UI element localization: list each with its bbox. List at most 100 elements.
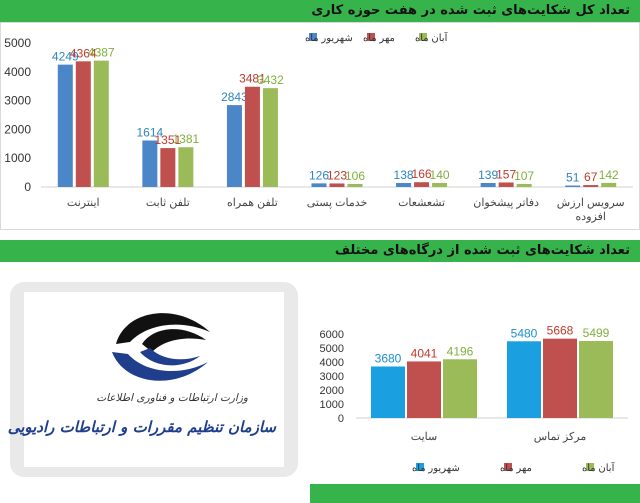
data-label: 123	[327, 168, 347, 182]
bar	[262, 88, 278, 187]
bar	[516, 183, 532, 187]
bar	[565, 185, 581, 187]
y-tick-label: 4000	[4, 65, 31, 79]
bar	[75, 61, 91, 187]
y-tick-label: 2000	[320, 385, 344, 397]
data-label: 1614	[137, 126, 164, 140]
bar	[244, 86, 260, 187]
data-label: 157	[496, 167, 516, 181]
x-tick-label: تشعشعات	[398, 197, 445, 209]
data-label: 51	[566, 171, 580, 185]
data-label: 5668	[547, 324, 574, 338]
x-tick-label: خدمات پستی	[307, 197, 368, 209]
x-tick-label: سایت	[411, 431, 437, 443]
legend-label: مهر ماه	[363, 33, 395, 44]
y-tick-label: 0	[24, 180, 31, 194]
y-tick-label: 3000	[320, 371, 344, 383]
complaints-by-channel-chart: 0 1000 2000 3000 4000 5000 6000 3680 4041 4196 سای…	[320, 324, 628, 474]
bar	[347, 183, 363, 187]
bar	[414, 182, 430, 187]
bar	[93, 60, 109, 187]
data-label: 4364	[70, 46, 97, 60]
chart2-title-banner: تعداد شکایت‌های ثبت شده از درگاه‌های مخت…	[0, 240, 640, 262]
data-label: 2843	[221, 90, 248, 104]
bar	[142, 140, 158, 187]
organization-name: سازمان تنظیم مقررات و ارتباطات رادیویی	[7, 418, 276, 436]
bar	[443, 359, 477, 418]
legend-swatch	[586, 463, 594, 471]
y-tick-label: 4000	[320, 357, 344, 369]
chart1-title-banner: تعداد کل شکایت‌های ثبت شده در هفت حوزه ک…	[0, 0, 640, 22]
bar	[160, 148, 176, 187]
data-label: 3481	[239, 72, 266, 86]
y-tick-label: 5000	[4, 36, 31, 50]
y-tick-label: 5000	[320, 343, 344, 355]
y-tick-label: 2000	[4, 122, 31, 136]
logo-panel: وزارت ارتباطات و فناوری اطلاعات سازمان ت…	[8, 282, 298, 477]
bar	[226, 105, 242, 187]
legend-label: مهر ماه	[500, 463, 532, 474]
legend-label: آبان ماه	[582, 461, 616, 474]
data-label: 1351	[155, 133, 182, 147]
bar	[432, 182, 448, 187]
bar	[311, 183, 327, 187]
y-tick-label: 3000	[4, 94, 31, 108]
data-label: 126	[309, 168, 329, 182]
x-tick-label: افزوده	[576, 211, 606, 223]
bar	[178, 147, 194, 187]
bar	[480, 182, 496, 187]
cra-logo-emblem-icon	[112, 313, 210, 381]
legend-label: شهریور ماه	[412, 463, 460, 474]
data-label: 3680	[375, 351, 402, 365]
x-tick-label: دفاتر پیشخوان	[473, 197, 539, 209]
bar	[371, 366, 405, 418]
data-label: 5480	[511, 326, 538, 340]
data-label: 4249	[52, 50, 79, 64]
x-tick-label: تلفن ثابت	[146, 197, 190, 209]
data-label: 142	[599, 168, 619, 182]
y-tick-label: 6000	[320, 329, 344, 341]
y-tick-label: 1000	[320, 399, 344, 411]
x-tick-label: سرویس ارزش	[557, 197, 625, 209]
data-label: 4196	[447, 344, 474, 358]
y-tick-label: 1000	[4, 151, 31, 165]
bar	[583, 185, 599, 187]
ministry-name: وزارت ارتباطات و فناوری اطلاعات	[96, 392, 248, 404]
legend-swatch	[367, 33, 375, 41]
legend-swatch	[416, 463, 424, 471]
legend-swatch	[504, 463, 512, 471]
legend-label: آبان ماه	[415, 31, 449, 44]
data-label: 140	[430, 168, 450, 182]
bar	[407, 361, 441, 418]
data-label: 106	[345, 169, 365, 183]
logo-card: وزارت ارتباطات و فناوری اطلاعات سازمان ت…	[8, 292, 284, 467]
data-label: 139	[478, 168, 498, 182]
bar	[601, 182, 617, 187]
footer-bar	[310, 484, 640, 503]
data-label: 166	[412, 167, 432, 181]
legend-swatch	[419, 33, 427, 41]
bar	[579, 341, 613, 418]
bar	[57, 64, 73, 187]
data-label: 4041	[411, 346, 438, 360]
bar	[543, 338, 577, 418]
bar	[396, 183, 412, 187]
y-tick-label: 0	[338, 413, 344, 425]
bar	[329, 183, 345, 187]
legend-label: شهریور ماه	[305, 33, 353, 44]
x-tick-label: تلفن همراه	[227, 197, 278, 209]
data-label: 3432	[257, 73, 284, 87]
bar	[498, 182, 514, 187]
data-label: 1381	[173, 132, 200, 146]
data-label: 107	[514, 169, 534, 183]
bar	[507, 341, 541, 418]
x-tick-label: اینترنت	[67, 197, 100, 209]
data-label: 67	[584, 170, 598, 184]
chart1-panel: 0 1000 2000 3000 4000 5000 4249 4364 4387 اینترنت…	[0, 22, 640, 230]
x-tick-label: مرکز تماس	[534, 431, 587, 443]
data-label: 4387	[88, 46, 115, 60]
data-label: 138	[394, 168, 414, 182]
legend-swatch	[309, 33, 317, 41]
data-label: 5499	[583, 326, 610, 340]
